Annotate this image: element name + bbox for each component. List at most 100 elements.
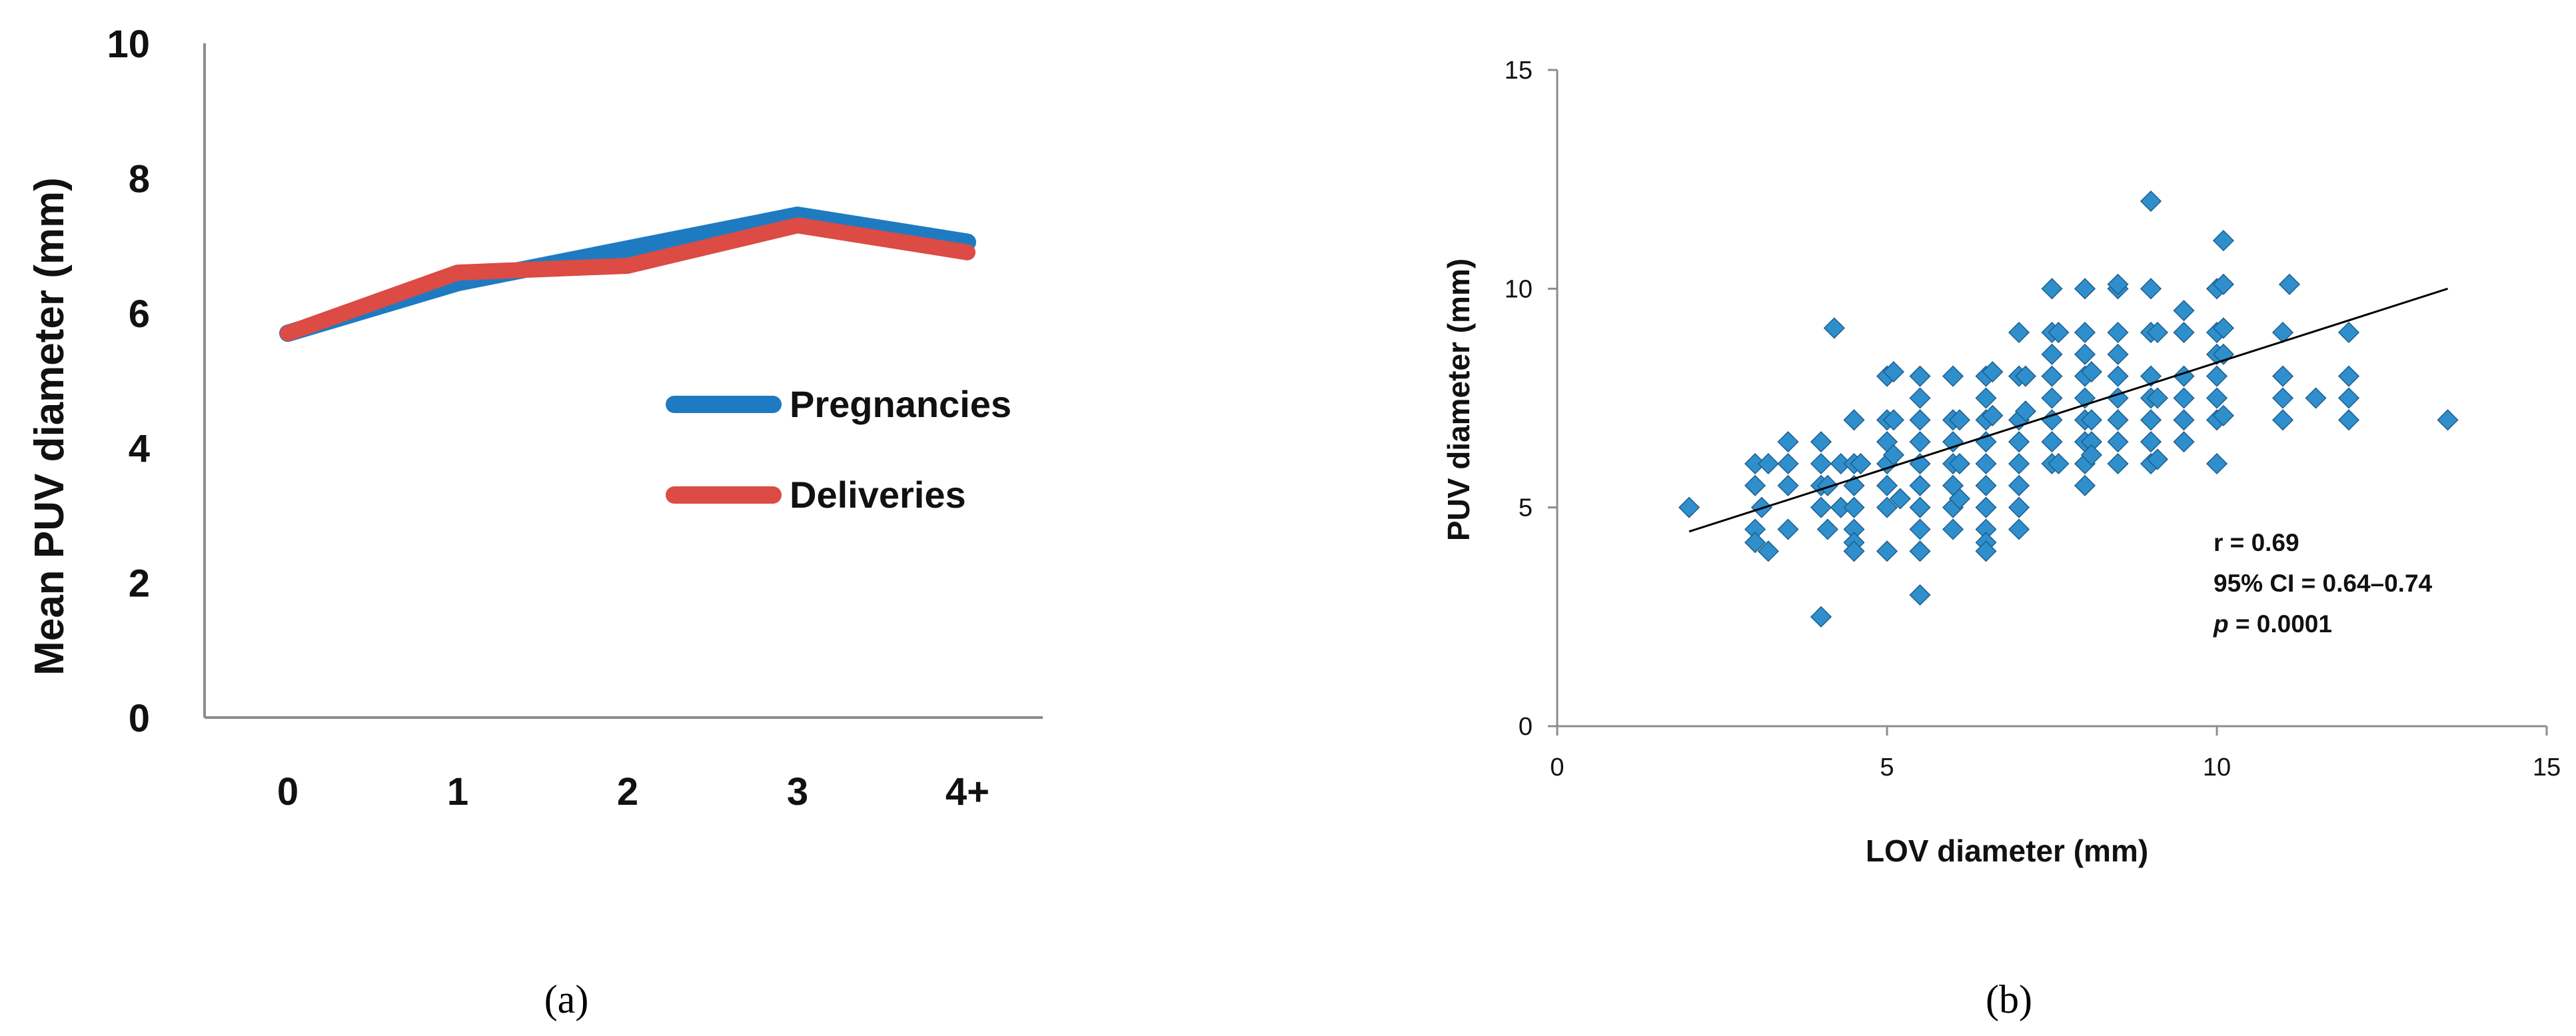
scatter-point — [2173, 300, 2195, 322]
y-tick-label: 5 — [1519, 494, 1533, 522]
scatter-point — [2212, 404, 2234, 426]
x-tick-label: 4+ — [946, 770, 989, 813]
scatter-point — [2041, 387, 2063, 409]
scatter-point — [1882, 444, 1904, 466]
x-tick-label: 1 — [447, 770, 468, 813]
scatter-point — [1678, 496, 1700, 518]
scatter-point — [2337, 387, 2360, 409]
scatter-chart-panel-b: 0 5 10 15 0 5 10 15 PUV diameter (mm) LOV diam… — [1441, 57, 2561, 1021]
scatter-point — [1777, 474, 1799, 496]
scatter-point — [2008, 452, 2030, 475]
panel-label-b: (b) — [1986, 977, 2032, 1021]
scatter-point — [2337, 321, 2360, 344]
scatter-point — [2008, 321, 2030, 344]
scatter-point — [1876, 496, 1898, 518]
y-tick-label: 10 — [1505, 275, 1533, 303]
scatter-point — [2212, 273, 2234, 295]
scatter-point — [2074, 343, 2096, 365]
scatter-point — [2437, 409, 2459, 431]
scatter-point — [2271, 365, 2294, 387]
scatter-point — [2014, 400, 2036, 422]
scatter-point — [2140, 409, 2162, 431]
scatter-point — [2337, 409, 2360, 431]
scatter-point — [1909, 431, 1931, 453]
scatter-point — [1975, 540, 1997, 562]
y-tick-labels: 0 5 10 15 — [1505, 57, 1533, 741]
x-tick-labels: 0 1 2 3 4+ — [277, 770, 989, 813]
scatter-point — [1942, 365, 1964, 387]
scatter-point — [1975, 452, 1997, 475]
scatter-point — [2074, 278, 2096, 300]
line-chart-panel-a: 0 2 4 6 8 10 0 1 2 3 4+ Pregnancies Deliveries Mea… — [27, 23, 1043, 1021]
y-tick-label: 0 — [129, 697, 150, 740]
scatter-point — [2107, 452, 2129, 475]
scatter-point — [2278, 273, 2300, 295]
y-axis-title: PUV diameter (mm) — [1441, 259, 1476, 541]
scatter-point — [2107, 321, 2129, 344]
scatter-point — [2140, 190, 2162, 213]
scatter-point — [2107, 431, 2129, 453]
scatter-point — [2271, 387, 2294, 409]
scatter-point — [1843, 496, 1865, 518]
trend-line — [1688, 287, 2448, 533]
scatter-point — [2146, 321, 2168, 344]
scatter-point — [1909, 584, 1931, 606]
scatter-point — [2074, 321, 2096, 344]
scatter-point — [1948, 452, 1970, 475]
scatter-point — [2080, 444, 2102, 466]
scatter-point — [2173, 409, 2195, 431]
scatter-point — [1909, 540, 1931, 562]
scatter-point — [1909, 496, 1931, 518]
scatter-points — [1678, 190, 2459, 628]
scatter-point — [2041, 365, 2063, 387]
y-tick-labels: 0 2 4 6 8 10 — [107, 23, 150, 740]
x-tick-label: 15 — [2533, 754, 2561, 781]
y-tick-label: 15 — [1505, 57, 1533, 85]
x-axis-title: LOV diameter (mm) — [1866, 833, 2148, 868]
scatter-point — [2107, 409, 2129, 431]
scatter-point — [2206, 452, 2228, 475]
scatter-point — [1948, 409, 1970, 431]
annotation-ci: 95% CI = 0.64–0.74 — [2214, 570, 2433, 597]
axis-ticks — [1548, 69, 2548, 736]
scatter-point — [1982, 404, 2004, 426]
y-tick-label: 6 — [129, 292, 150, 336]
scatter-point — [1975, 496, 1997, 518]
scatter-point — [2008, 431, 2030, 453]
panel-label-a: (a) — [544, 977, 589, 1021]
scatter-point — [2041, 278, 2063, 300]
scatter-point — [1744, 474, 1766, 496]
scatter-point — [1948, 488, 1970, 510]
scatter-point — [2107, 343, 2129, 365]
scatter-point — [1942, 431, 1964, 453]
scatter-point — [1876, 474, 1898, 496]
scatter-point — [2008, 518, 2030, 540]
annotation-r: r = 0.69 — [2214, 529, 2299, 556]
scatter-point — [1909, 518, 1931, 540]
x-tick-label: 5 — [1880, 754, 1894, 781]
scatter-point — [1889, 488, 1911, 510]
annotation-p-symbol: p — [2213, 610, 2229, 638]
scatter-point — [2206, 387, 2228, 409]
scatter-point — [1882, 361, 1904, 383]
scatter-point — [2146, 387, 2168, 409]
scatter-point — [1777, 431, 1799, 453]
scatter-point — [2080, 409, 2102, 431]
scatter-point — [2305, 387, 2327, 409]
scatter-point — [1777, 518, 1799, 540]
scatter-point — [2140, 431, 2162, 453]
scatter-point — [1810, 496, 1832, 518]
scatter-point — [1909, 365, 1931, 387]
scatter-point — [1909, 474, 1931, 496]
scatter-point — [1757, 452, 1779, 475]
scatter-point — [2212, 317, 2234, 339]
scatter-point — [2041, 343, 2063, 365]
scatter-point — [2146, 448, 2168, 470]
scatter-point — [2014, 365, 2036, 387]
scatter-point — [2008, 474, 2030, 496]
legend: Pregnancies Deliveries — [666, 383, 1011, 516]
series-line-deliveries — [280, 217, 975, 342]
scatter-point — [2271, 409, 2294, 431]
scatter-point — [1744, 532, 1766, 554]
